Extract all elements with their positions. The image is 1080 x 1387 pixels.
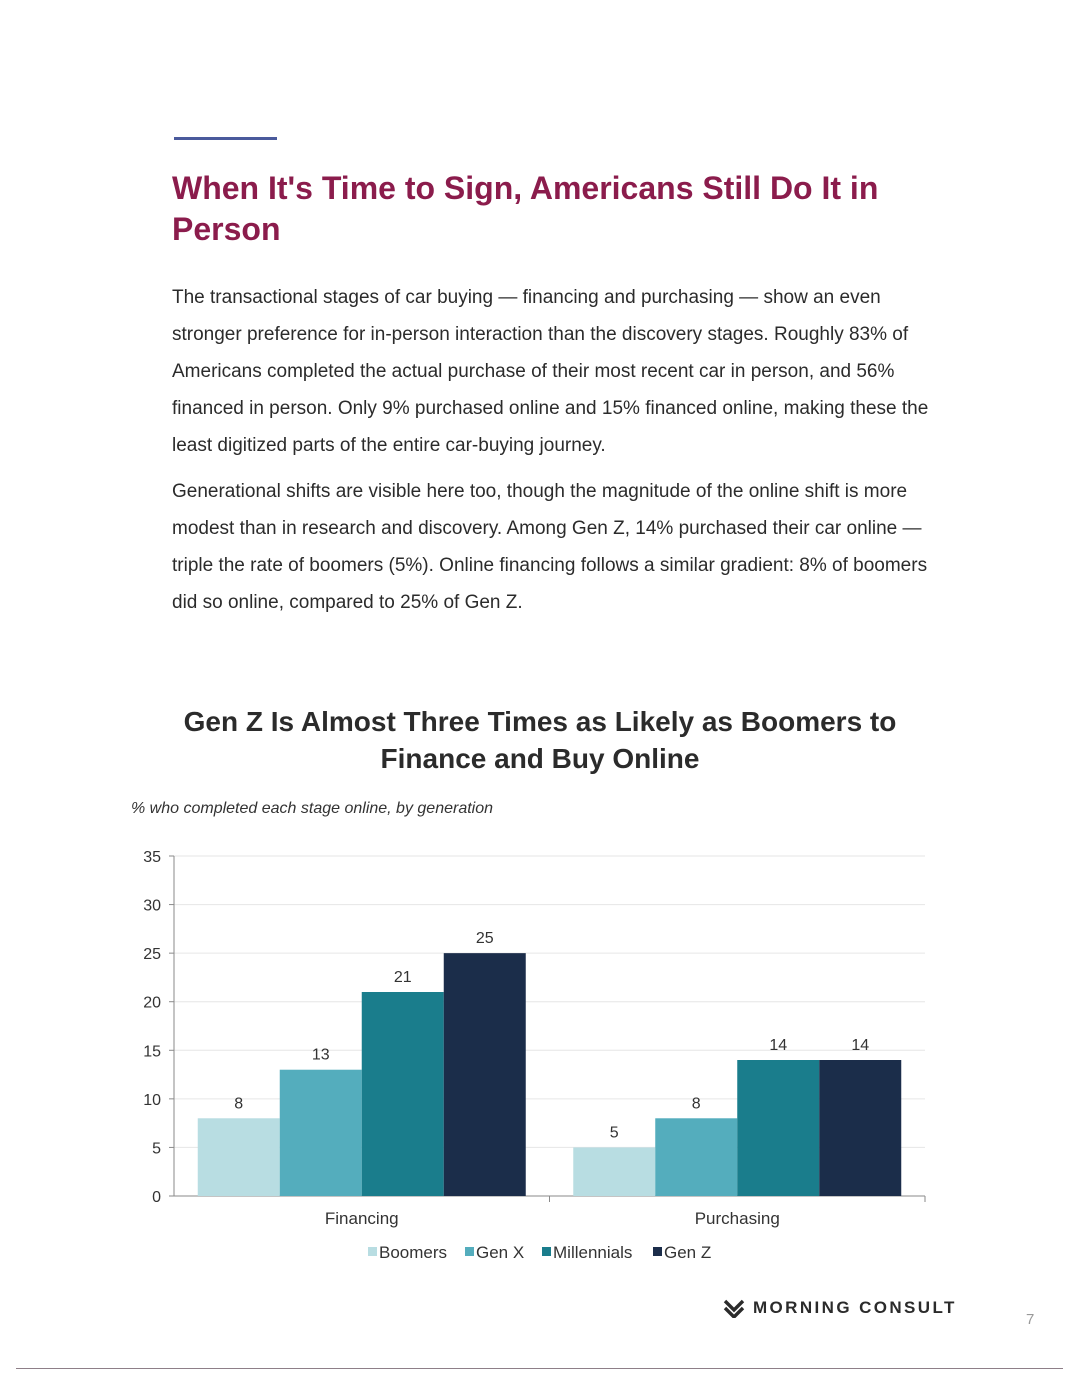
- legend-label: Gen Z: [664, 1243, 711, 1262]
- y-tick-label: 5: [152, 1140, 161, 1157]
- y-tick-label: 0: [152, 1189, 161, 1206]
- bar-gen-z: [819, 1060, 902, 1196]
- legend-label: Boomers: [379, 1243, 447, 1262]
- morning-consult-logo-icon: [723, 1299, 745, 1318]
- title-accent-rule: [174, 137, 277, 140]
- y-tick-label: 20: [143, 995, 161, 1012]
- bar-gen-x: [279, 1069, 362, 1196]
- bar-gen-x: [655, 1118, 738, 1196]
- page-title: When It's Time to Sign, Americans Still …: [172, 170, 879, 247]
- chart-legend: Boomers Gen X Millennials Gen Z: [368, 1243, 711, 1262]
- data-label: 8: [234, 1095, 243, 1112]
- legend-swatch: [465, 1247, 474, 1256]
- legend-swatch: [368, 1247, 377, 1256]
- category-label: Financing: [325, 1209, 399, 1228]
- y-tick-label: 30: [143, 898, 161, 915]
- category-label: Purchasing: [695, 1209, 780, 1228]
- data-label: 8: [692, 1095, 701, 1112]
- bar-millennials: [361, 992, 444, 1196]
- body-paragraph: The transactional stages of car buying —…: [172, 287, 929, 456]
- brand-name: MORNING CONSULT: [753, 1298, 957, 1317]
- y-tick-label: 10: [143, 1092, 161, 1109]
- data-label: 21: [394, 969, 412, 986]
- chart-bars: [197, 953, 902, 1196]
- chart-subtitle: % who completed each stage online, by ge…: [131, 800, 494, 817]
- data-label: 25: [476, 930, 494, 947]
- bar-boomers: [573, 1147, 656, 1196]
- data-label: 13: [312, 1047, 330, 1064]
- y-tick-label: 15: [143, 1043, 161, 1060]
- chart-title: Gen Z Is Almost Three Times as Likely as…: [183, 706, 897, 774]
- legend-label: Millennials: [553, 1243, 632, 1262]
- y-tick-label: 25: [143, 946, 161, 963]
- footer-rule: [16, 1368, 1063, 1369]
- legend-label: Gen X: [476, 1243, 524, 1262]
- legend-swatch: [542, 1247, 551, 1256]
- data-label: 14: [851, 1037, 869, 1054]
- page-number: 7: [1026, 1311, 1035, 1328]
- y-tick-label: 35: [143, 849, 161, 866]
- legend-swatch: [653, 1247, 662, 1256]
- data-label: 5: [610, 1124, 619, 1141]
- bar-boomers: [197, 1118, 280, 1196]
- morning-consult-logo: MORNING CONSULT: [723, 1296, 957, 1320]
- bar-gen-z: [443, 953, 526, 1196]
- chart-labels: 8 13 21 25 Financing 5 8 14 14 Purchasing: [234, 930, 869, 1228]
- bar-chart: 0 5 10 15 20 25 30 35 8 13 21 25 Financing 5 8 14 14 Pur…: [143, 849, 926, 1262]
- body-paragraph: Generational shifts are visible here too…: [172, 481, 928, 613]
- body-text: The transactional stages of car buying —…: [172, 279, 952, 630]
- data-label: 14: [769, 1037, 787, 1054]
- bar-millennials: [737, 1060, 820, 1196]
